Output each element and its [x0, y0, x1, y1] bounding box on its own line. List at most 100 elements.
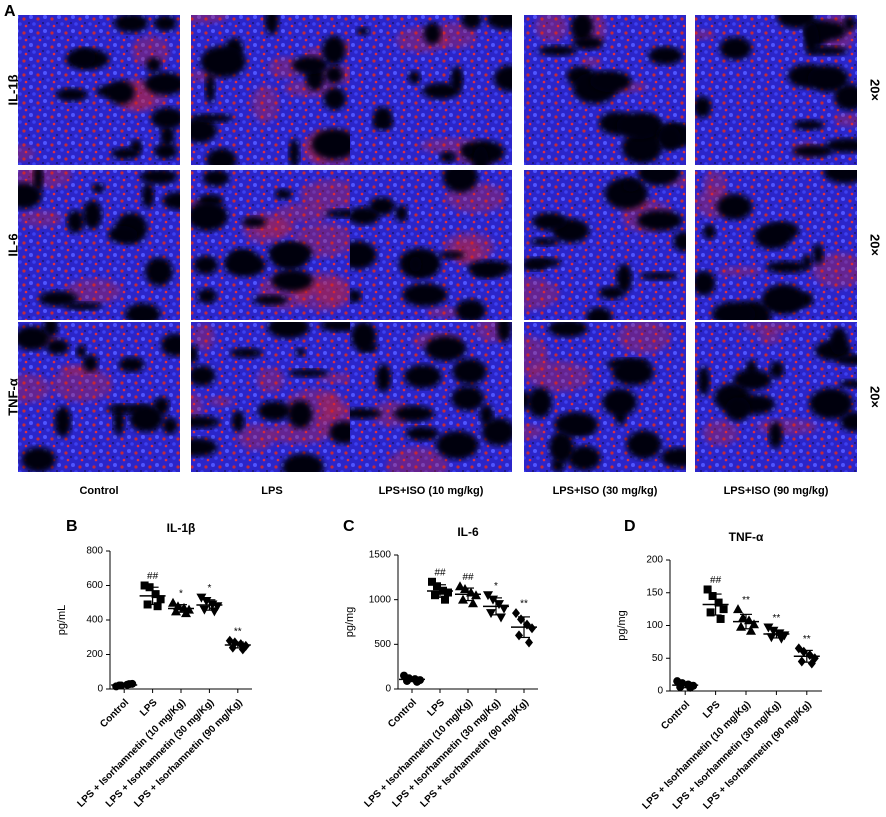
- stain: [524, 277, 560, 311]
- significance-label: **: [803, 634, 811, 645]
- airspace: [467, 260, 512, 276]
- data-point: [156, 595, 165, 604]
- significance-label: **: [520, 599, 528, 610]
- airspace: [324, 65, 344, 84]
- airspace: [532, 212, 568, 231]
- airspace: [229, 347, 263, 359]
- airspace: [291, 56, 329, 75]
- x-tick-label: LPS + Isorhamnetin (10 mg/Kg): [640, 699, 752, 811]
- y-tick-label: 150: [646, 587, 663, 598]
- airspace: [423, 22, 442, 45]
- airspace: [439, 151, 457, 163]
- data-point: [736, 621, 746, 631]
- airspace: [162, 417, 178, 435]
- airspace: [264, 15, 279, 35]
- airspace: [725, 397, 751, 422]
- y-tick-label: 600: [86, 580, 103, 591]
- airspace: [602, 388, 638, 417]
- micrograph: [695, 15, 857, 165]
- data-point: [209, 607, 220, 617]
- airspace: [697, 366, 711, 396]
- stain: [695, 29, 716, 41]
- airspace: [486, 15, 512, 30]
- y-tick-label: 200: [86, 649, 103, 660]
- data-point: [525, 637, 533, 648]
- airspace: [350, 289, 362, 303]
- airspace: [205, 73, 216, 104]
- error-bar: [146, 586, 159, 606]
- magnification-label: 20×: [868, 234, 883, 256]
- x-tick-label: LPS + Isorhamnetin (10 mg/Kg): [75, 697, 187, 809]
- stain: [268, 422, 331, 445]
- stain: [299, 179, 353, 210]
- airspace: [616, 263, 633, 293]
- stain: [617, 322, 671, 354]
- airspace: [455, 299, 486, 320]
- stain: [580, 57, 602, 68]
- airspace: [287, 400, 313, 429]
- error-bar: [406, 676, 418, 683]
- airspace: [762, 284, 806, 315]
- data-point: [153, 602, 162, 611]
- column-label: LPS+ISO (10 mg/kg): [379, 485, 484, 497]
- airspace: [193, 255, 219, 275]
- column-label: LPS+ISO (90 mg/kg): [724, 485, 829, 497]
- airspace: [616, 112, 661, 140]
- airspace: [530, 237, 559, 246]
- airspace: [622, 179, 640, 192]
- airspace: [191, 345, 199, 364]
- airspace: [111, 147, 140, 160]
- airspace: [405, 426, 440, 441]
- stain: [717, 266, 762, 277]
- airspace: [45, 338, 70, 355]
- y-tick-label: 0: [385, 684, 391, 695]
- micrograph: [524, 170, 686, 320]
- x-tick-label: Control: [98, 697, 131, 730]
- stain: [742, 322, 796, 334]
- error-bar: [518, 616, 530, 639]
- x-tick-label: LPS: [701, 699, 723, 721]
- data-point: [515, 630, 523, 641]
- airspace: [144, 257, 173, 287]
- airspace: [481, 417, 512, 446]
- data-point: [719, 605, 728, 614]
- data-point: [768, 626, 779, 636]
- row-label: IL-6: [5, 233, 20, 256]
- stain: [65, 278, 123, 304]
- micrograph: [191, 15, 353, 165]
- significance-label: *: [494, 581, 498, 592]
- airspace: [567, 445, 601, 471]
- airspace: [274, 188, 293, 200]
- airspace: [570, 15, 594, 42]
- airspace: [626, 430, 662, 460]
- column-label: LPS: [261, 485, 282, 497]
- x-tick-label: Control: [386, 697, 419, 730]
- stain: [191, 15, 229, 24]
- airspace: [38, 290, 78, 307]
- column-label: Control: [79, 485, 118, 497]
- airspace: [840, 411, 857, 432]
- data-point: [807, 658, 816, 669]
- airspace: [754, 223, 792, 250]
- airspace: [288, 368, 330, 378]
- airspace: [140, 170, 178, 185]
- error-bar: [203, 599, 216, 611]
- airspace: [839, 379, 857, 389]
- stain: [237, 424, 276, 451]
- data-point: [444, 588, 452, 597]
- airspace: [527, 387, 553, 418]
- data-point: [733, 604, 743, 614]
- airspace: [712, 301, 756, 320]
- airspace: [611, 360, 655, 386]
- airspace: [82, 354, 99, 373]
- airspace: [106, 80, 135, 105]
- stain: [387, 447, 449, 472]
- airspace: [621, 131, 663, 164]
- airspace: [493, 65, 512, 92]
- stain: [426, 307, 462, 319]
- airspace: [402, 283, 448, 307]
- data-point: [468, 598, 478, 608]
- data-point: [714, 598, 723, 607]
- y-axis-label: pg/mL: [56, 605, 68, 636]
